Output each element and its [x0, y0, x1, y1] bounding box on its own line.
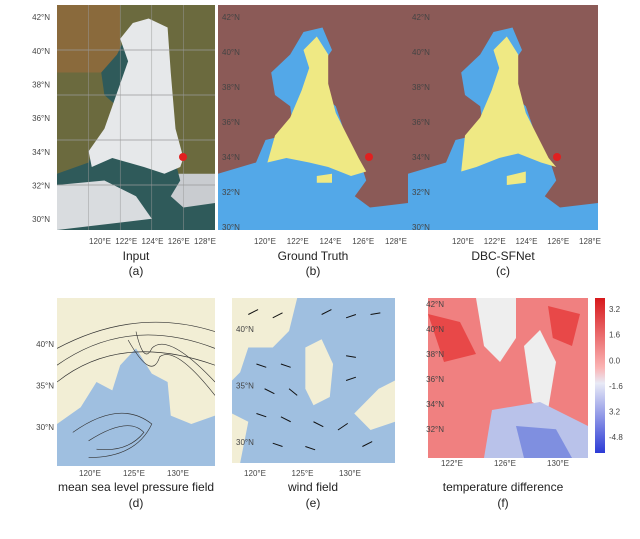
lon-label: 122°E [484, 237, 506, 246]
lon-label: 124°E [516, 237, 538, 246]
lon-label: 120°E [89, 237, 111, 246]
lat-label: 34°N [32, 148, 50, 157]
lat-label: 32°N [412, 188, 430, 197]
panel-label: (d) [129, 496, 144, 510]
lon-label: 130°E [339, 469, 361, 478]
lon-label: 130°E [167, 469, 189, 478]
lon-label: 125°E [123, 469, 145, 478]
lon-label: 126°E [547, 237, 569, 246]
lon-label: 130°E [547, 459, 569, 468]
lat-label: 32°N [222, 188, 240, 197]
lat-label: 36°N [412, 118, 430, 127]
marker [553, 153, 561, 161]
panel-title: temperature difference [443, 480, 564, 494]
lat-label: 38°N [32, 80, 50, 89]
panel-title: DBC-SFNet [471, 249, 535, 263]
panel-label: (f) [497, 496, 508, 510]
map-prediction [408, 5, 598, 230]
colorbar-label: -1.6 [609, 382, 623, 391]
lat-label: 30°N [36, 423, 54, 432]
marker [365, 153, 373, 161]
map-wind [232, 298, 395, 463]
lon-label: 128°E [194, 237, 216, 246]
colorbar-label: 3.2 [609, 408, 621, 417]
marker [179, 153, 187, 161]
lat-label: 42°N [412, 13, 430, 22]
lat-label: 35°N [236, 382, 254, 391]
map-pressure [57, 298, 215, 466]
lon-label: 122°E [115, 237, 137, 246]
lat-label: 36°N [32, 114, 50, 123]
panel-label: (c) [496, 264, 510, 278]
panel-title: mean sea level pressure field [58, 480, 214, 494]
lat-label: 42°N [426, 300, 444, 309]
lon-label: 126°E [352, 237, 374, 246]
lat-label: 42°N [32, 13, 50, 22]
lat-label: 38°N [222, 83, 240, 92]
colorbar-label: 3.2 [609, 305, 621, 314]
colorbar-label: -4.8 [609, 433, 623, 442]
map-temperature [428, 298, 588, 458]
panel-label: (a) [129, 264, 144, 278]
lat-label: 40°N [426, 325, 444, 334]
lat-label: 32°N [32, 181, 50, 190]
lat-label: 40°N [36, 340, 54, 349]
lat-label: 30°N [222, 223, 240, 232]
lon-label: 126°E [494, 459, 516, 468]
lon-label: 120°E [254, 237, 276, 246]
lon-label: 124°E [142, 237, 164, 246]
lon-label: 126°E [168, 237, 190, 246]
lon-label: 120°E [244, 469, 266, 478]
lon-label: 128°E [579, 237, 601, 246]
lat-label: 34°N [412, 153, 430, 162]
lat-label: 34°N [222, 153, 240, 162]
lat-label: 40°N [236, 325, 254, 334]
lat-label: 38°N [426, 350, 444, 359]
lon-label: 122°E [287, 237, 309, 246]
panel-title: Input [123, 249, 150, 263]
lat-label: 36°N [426, 375, 444, 384]
colorbar-label: 1.6 [609, 331, 621, 340]
lat-label: 30°N [32, 215, 50, 224]
lon-label: 120°E [452, 237, 474, 246]
lon-label: 128°E [385, 237, 407, 246]
panel-title: Ground Truth [278, 249, 349, 263]
lat-label: 35°N [36, 382, 54, 391]
lon-label: 120°E [79, 469, 101, 478]
panel-label: (e) [306, 496, 321, 510]
map-ground-truth [218, 5, 408, 230]
lat-label: 30°N [412, 223, 430, 232]
colorbar-label: 0.0 [609, 356, 621, 365]
lon-label: 124°E [320, 237, 342, 246]
lat-label: 42°N [222, 13, 240, 22]
lat-label: 38°N [412, 83, 430, 92]
panel-label: (b) [306, 264, 321, 278]
lat-label: 30°N [236, 438, 254, 447]
lat-label: 40°N [412, 48, 430, 57]
lat-label: 40°N [32, 47, 50, 56]
colorbar [595, 298, 605, 453]
lat-label: 34°N [426, 400, 444, 409]
lat-label: 36°N [222, 118, 240, 127]
panel-title: wind field [287, 480, 338, 494]
lat-label: 32°N [426, 425, 444, 434]
map-input [57, 5, 215, 230]
lat-label: 40°N [222, 48, 240, 57]
lon-label: 125°E [292, 469, 314, 478]
lon-label: 122°E [441, 459, 463, 468]
